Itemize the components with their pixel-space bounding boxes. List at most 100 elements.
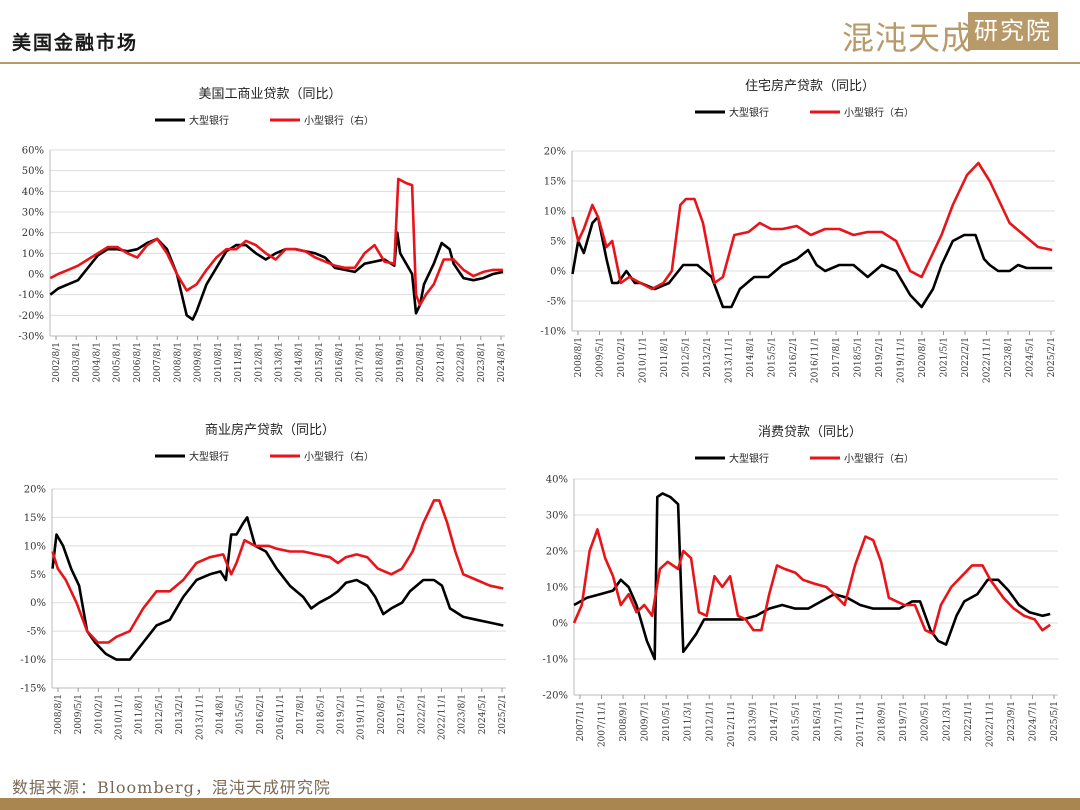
x-tick-label: 2012/5/1	[682, 337, 692, 377]
x-tick-label: 2021/5/1	[397, 694, 407, 734]
x-tick-label: 2012/11/1	[727, 701, 737, 747]
x-tick-label: 2010/11/1	[115, 694, 125, 740]
x-tick-label: 2015/5/1	[768, 337, 778, 377]
x-tick-label: 2010/11/1	[639, 337, 649, 383]
x-tick-label: 2019/7/1	[899, 701, 909, 741]
x-tick-label: 2019/11/1	[897, 337, 907, 383]
x-tick-label: 2012/1/1	[705, 701, 715, 741]
x-tick-label: 2008/8/1	[54, 694, 64, 734]
series-line-small-banks	[571, 161, 1053, 291]
legend-label-0: 大型银行	[189, 450, 229, 463]
x-tick-label: 2014/7/1	[770, 701, 780, 741]
y-tick-label: 0%	[30, 598, 46, 609]
x-tick-label: 2014/8/1	[746, 337, 756, 377]
x-tick-label: 2013/11/1	[195, 694, 205, 740]
y-tick-label: 40%	[546, 475, 568, 486]
x-tick-label: 2016/8/1	[335, 342, 345, 382]
x-tick-label: 2022/8/1	[457, 342, 467, 382]
legend-label-0: 大型银行	[189, 114, 229, 127]
page-header: 美国金融市场 混沌天成 研究院	[0, 0, 1080, 62]
y-tick-label: -20%	[542, 691, 568, 702]
x-tick-label: 2018/9/1	[878, 701, 888, 741]
x-tick-label: 2011/3/1	[684, 701, 694, 741]
x-tick-label: 2017/8/1	[832, 337, 842, 377]
x-tick-label: 2009/5/1	[596, 337, 606, 377]
y-tick-label: 50%	[22, 166, 44, 177]
y-tick-label: -5%	[547, 297, 566, 308]
y-tick-label: 5%	[30, 570, 46, 581]
x-tick-label: 2016/2/1	[789, 337, 799, 377]
y-tick-label: 15%	[544, 177, 566, 188]
x-tick-label: 2013/2/1	[703, 337, 713, 377]
y-tick-label: 0%	[550, 267, 566, 278]
legend-label-1: 小型银行（右）	[304, 450, 374, 463]
series-line-large-banks	[49, 231, 504, 321]
x-tick-label: 2017/1/1	[835, 701, 845, 741]
x-tick-label: 2020/8/1	[918, 337, 928, 377]
brand-logo-text: 混沌天成	[842, 19, 975, 57]
x-tick-label: 2009/5/1	[74, 694, 84, 734]
x-tick-label: 2019/11/1	[357, 694, 367, 740]
x-tick-label: 2004/8/1	[92, 342, 102, 382]
chart-legend: 大型银行 小型银行（右）	[155, 114, 374, 127]
x-tick-label: 2022/1/1	[964, 701, 974, 741]
x-tick-label: 2013/8/1	[275, 342, 285, 382]
series-line-small-banks	[572, 528, 1051, 636]
legend-label-1: 小型银行（右）	[844, 452, 914, 465]
x-tick-label: 2015/5/1	[791, 701, 801, 741]
x-tick-label: 2013/9/1	[748, 701, 758, 741]
x-tick-label: 2018/8/1	[376, 342, 386, 382]
chart-commercial-industrial-loans: 美国工商业贷款（同比） 大型银行 小型银行（右） -30% -20% -10% 0% 10% 2…	[18, 87, 507, 382]
x-tick-label: 2022/2/1	[417, 694, 427, 734]
x-tick-label: 2010/2/1	[617, 337, 627, 377]
x-tick-label: 2008/8/1	[173, 342, 183, 382]
x-tick-label: 2024/5/1	[478, 694, 488, 734]
x-tick-label: 2018/5/1	[854, 337, 864, 377]
x-tick-label: 2016/3/1	[813, 701, 823, 741]
y-tick-label: 0%	[552, 619, 568, 630]
chart-residential-real-estate-loans: 住宅房产贷款（同比） 大型银行 小型银行（右） -10% -5% 0% 5% 10% 15% 20…	[540, 78, 1057, 383]
x-tick-label: 2025/2/1	[1047, 337, 1057, 377]
x-tick-label: 2013/11/1	[725, 337, 735, 383]
x-tick-label: 2024/5/1	[1026, 337, 1036, 377]
x-tick-label: 2016/2/1	[256, 694, 266, 734]
x-tick-label: 2025/5/1	[1050, 701, 1060, 741]
data-source-note: 数据来源：Bloomberg，混沌天成研究院	[12, 778, 331, 797]
x-tick-label: 2009/8/1	[194, 342, 204, 382]
y-tick-label: -30%	[18, 332, 44, 343]
x-tick-label: 2008/8/1	[574, 337, 584, 377]
page-title: 美国金融市场	[12, 32, 139, 54]
y-tick-label: 10%	[22, 249, 44, 260]
x-tick-label: 2009/7/1	[641, 701, 651, 741]
x-tick-label: 2010/5/1	[662, 701, 672, 741]
y-tick-label: 20%	[24, 485, 46, 496]
x-tick-label: 2023/9/1	[1007, 701, 1017, 741]
x-tick-label: 2017/11/1	[856, 701, 866, 747]
x-tick-label: 2011/8/1	[234, 342, 244, 382]
y-tick-label: 5%	[550, 237, 566, 248]
x-tick-label: 2012/8/1	[254, 342, 264, 382]
y-tick-label: 30%	[546, 511, 568, 522]
x-tick-label: 2025/2/1	[498, 694, 508, 734]
y-tick-label: 15%	[24, 513, 46, 524]
y-tick-label: 10%	[546, 583, 568, 594]
x-tick-label: 2007/11/1	[598, 701, 608, 747]
x-tick-label: 2023/8/1	[477, 342, 487, 382]
y-tick-label: -15%	[20, 684, 46, 695]
y-tick-label: -10%	[540, 327, 566, 338]
series-line-large-banks	[51, 516, 504, 661]
x-tick-label: 2020/5/1	[921, 701, 931, 741]
x-tick-label: 2014/8/1	[295, 342, 305, 382]
x-tick-label: 2005/8/1	[113, 342, 123, 382]
x-tick-label: 2022/2/1	[961, 337, 971, 377]
y-tick-label: -10%	[542, 655, 568, 666]
x-tick-label: 2012/5/1	[155, 694, 165, 734]
header-divider	[0, 62, 1080, 64]
x-tick-label: 2010/8/1	[214, 342, 224, 382]
y-tick-label: -10%	[18, 290, 44, 301]
x-tick-label: 2024/7/1	[1028, 701, 1038, 741]
chart-legend: 大型银行 小型银行（右）	[695, 106, 914, 119]
x-tick-label: 2023/8/1	[458, 694, 468, 734]
chart-legend: 大型银行 小型银行（右）	[695, 452, 914, 465]
y-tick-label: 20%	[546, 547, 568, 558]
